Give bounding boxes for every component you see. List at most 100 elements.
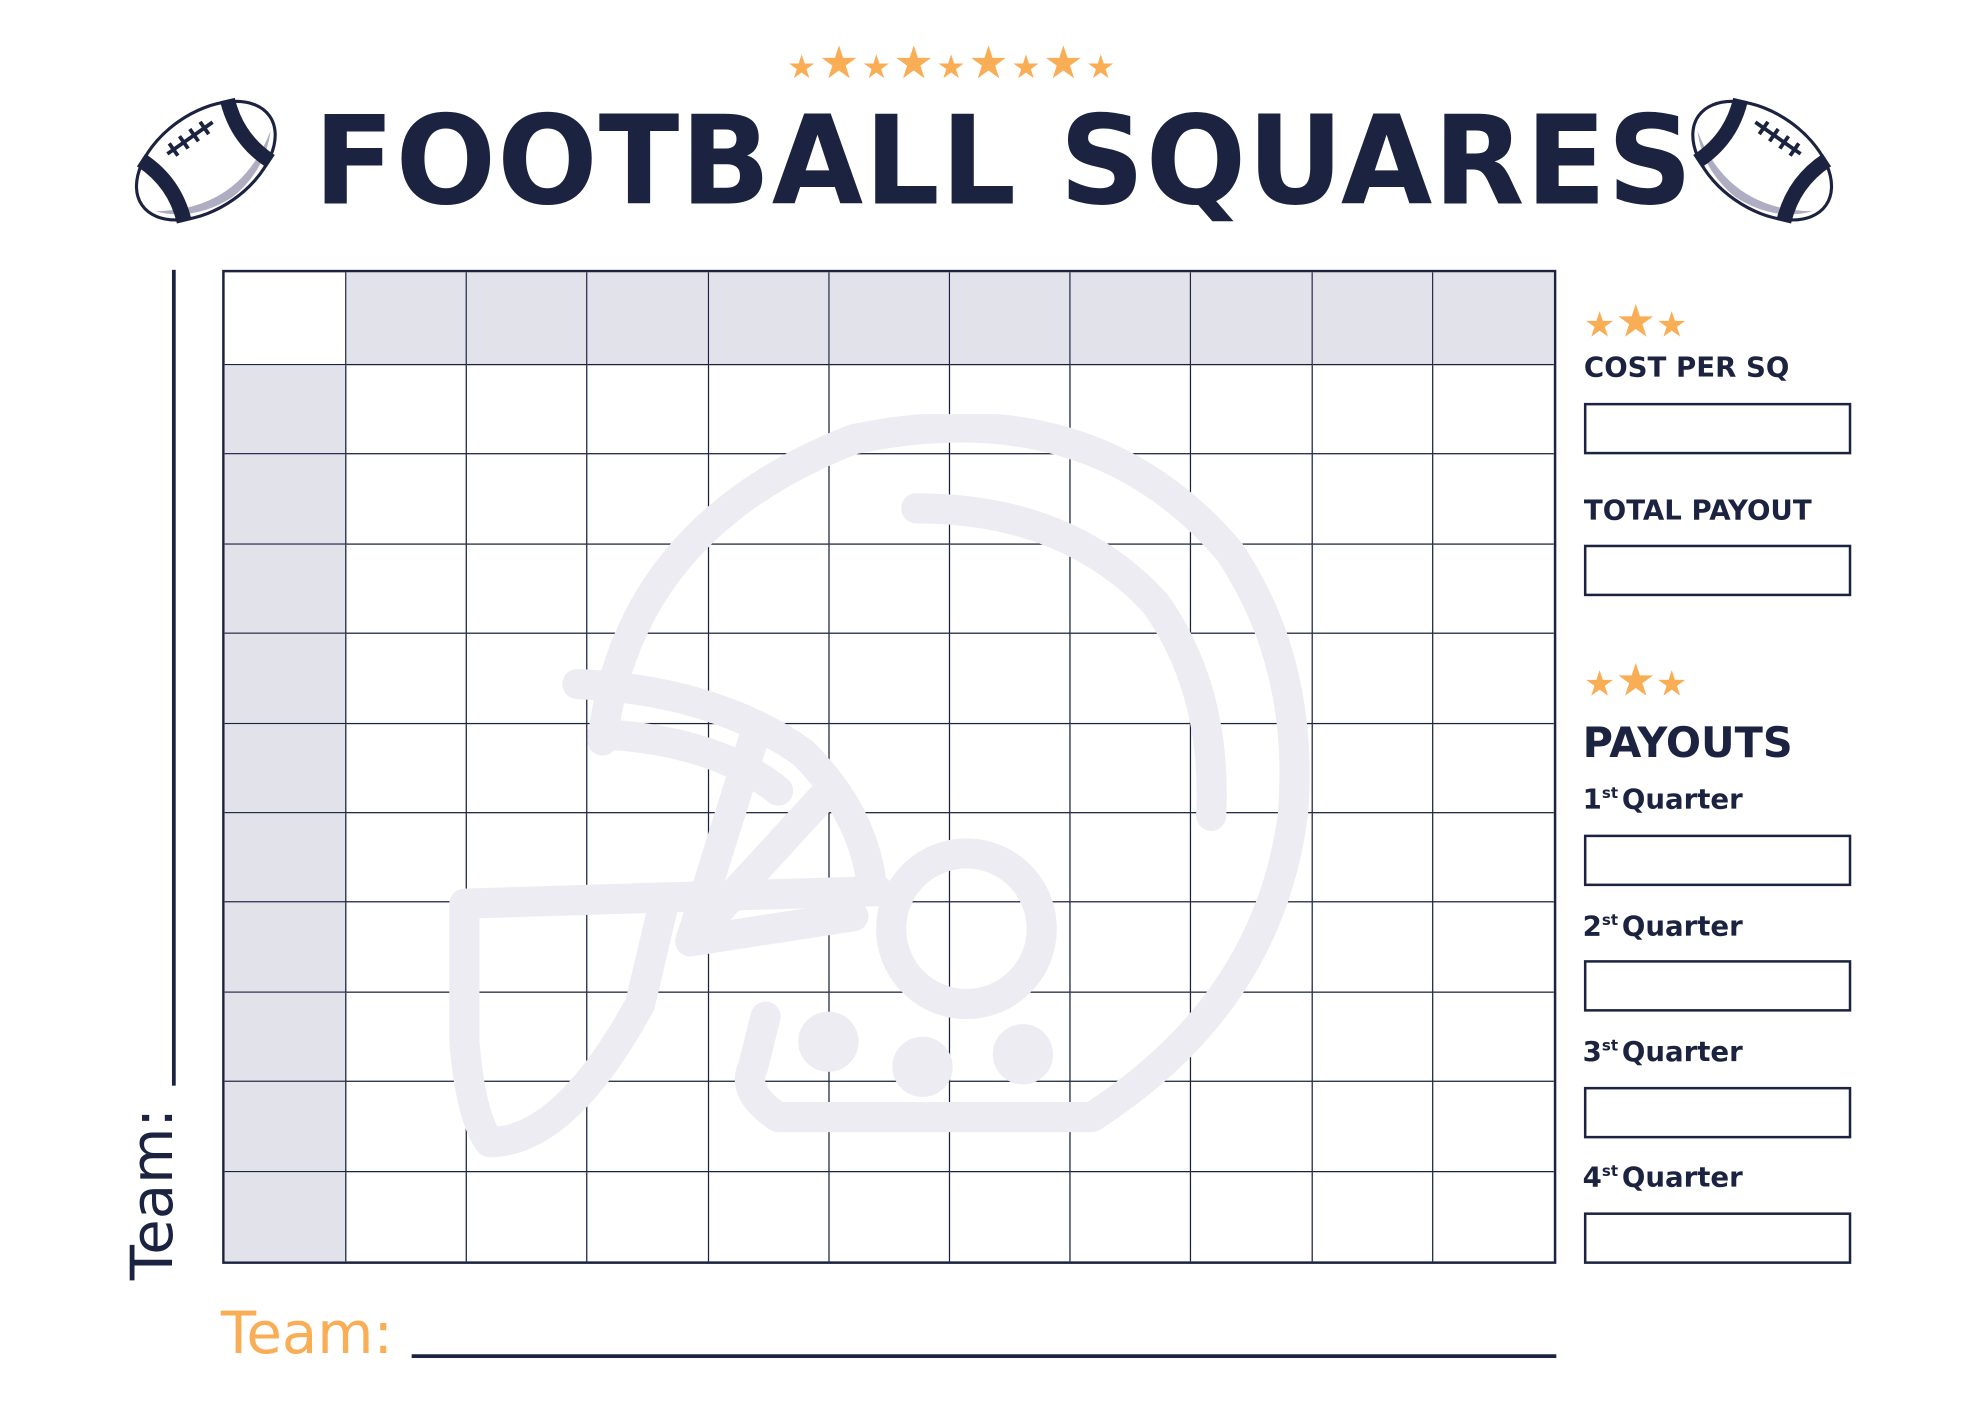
square-cell[interactable] [1070,992,1192,1083]
square-cell[interactable] [950,634,1071,724]
row-score-cell[interactable] [224,1171,347,1262]
cost-per-square-field[interactable] [1583,402,1852,455]
square-cell[interactable] [1191,992,1313,1083]
square-cell[interactable] [708,992,830,1083]
square-cell[interactable] [346,723,468,814]
square-cell[interactable] [950,723,1071,814]
row-score-cell[interactable] [224,723,347,814]
row-score-cell[interactable] [224,365,347,455]
square-cell[interactable] [587,723,709,814]
square-cell[interactable] [1312,723,1434,814]
square-cell[interactable] [1312,365,1434,455]
square-cell[interactable] [346,634,468,724]
square-cell[interactable] [588,1171,709,1262]
square-cell[interactable] [829,992,951,1083]
square-cell[interactable] [1070,365,1192,455]
square-cell[interactable] [1433,1082,1554,1172]
square-cell[interactable] [346,1171,468,1262]
square-cell[interactable] [829,634,951,724]
square-cell[interactable] [1191,634,1313,724]
row-score-cell[interactable] [224,634,347,724]
square-cell[interactable] [467,544,588,635]
row-score-cell[interactable] [224,902,347,993]
square-cell[interactable] [1312,1171,1434,1262]
square-cell[interactable] [950,365,1071,455]
square-cell[interactable] [346,813,468,903]
square-cell[interactable] [829,454,951,545]
square-cell[interactable] [1312,544,1434,635]
column-score-cell[interactable] [467,272,588,366]
square-cell[interactable] [1433,634,1554,724]
row-score-cell[interactable] [224,454,347,545]
square-cell[interactable] [1312,454,1434,545]
square-cell[interactable] [950,1082,1071,1172]
square-cell[interactable] [467,1082,588,1172]
square-cell[interactable] [1070,1082,1192,1172]
square-cell[interactable] [1312,1082,1434,1172]
column-score-cell[interactable] [1070,272,1192,366]
square-cell[interactable] [467,365,588,455]
square-cell[interactable] [587,634,709,724]
square-cell[interactable] [1312,813,1434,903]
square-cell[interactable] [587,813,709,903]
quarter-3-field[interactable] [1583,1086,1852,1139]
square-cell[interactable] [467,902,588,993]
row-score-cell[interactable] [224,1082,347,1172]
square-cell[interactable] [467,992,588,1083]
row-score-cell[interactable] [224,544,347,635]
square-cell[interactable] [1070,634,1192,724]
square-cell[interactable] [1191,1082,1313,1172]
square-cell[interactable] [950,902,1071,993]
square-cell[interactable] [708,902,830,993]
square-cell[interactable] [1312,902,1434,993]
square-cell[interactable] [709,1171,830,1262]
square-cell[interactable] [1191,902,1313,993]
square-cell[interactable] [1433,903,1554,993]
square-cell[interactable] [1191,454,1313,545]
square-cell[interactable] [708,723,830,814]
square-cell[interactable] [1312,992,1434,1083]
square-cell[interactable] [1070,544,1192,635]
square-cell[interactable] [587,1082,709,1172]
total-payout-field[interactable] [1583,544,1852,597]
column-score-cell[interactable] [346,272,468,366]
square-cell[interactable] [346,992,468,1083]
square-cell[interactable] [950,992,1071,1083]
horizontal-team-line[interactable] [411,1354,1557,1359]
column-score-cell[interactable] [1312,272,1434,366]
square-cell[interactable] [467,1171,588,1262]
square-cell[interactable] [829,365,951,455]
square-cell[interactable] [1070,723,1192,814]
square-cell[interactable] [1433,365,1554,455]
square-cell[interactable] [587,454,709,545]
square-cell[interactable] [1071,1171,1192,1262]
column-score-cell[interactable] [950,272,1071,366]
square-cell[interactable] [708,454,830,545]
square-cell[interactable] [1433,1172,1554,1262]
square-cell[interactable] [708,634,830,724]
column-score-cell[interactable] [829,272,951,366]
square-cell[interactable] [1191,723,1313,814]
square-cell[interactable] [829,544,951,635]
square-cell[interactable] [346,902,468,993]
square-cell[interactable] [1191,365,1313,455]
quarter-2-field[interactable] [1583,960,1852,1012]
square-cell[interactable] [708,813,830,903]
square-cell[interactable] [1433,544,1554,635]
square-cell[interactable] [467,454,588,545]
column-score-cell[interactable] [1433,272,1554,366]
square-cell[interactable] [587,902,709,993]
square-cell[interactable] [1192,1171,1313,1262]
square-cell[interactable] [1433,455,1554,545]
row-score-cell[interactable] [224,813,347,903]
square-cell[interactable] [467,723,588,814]
square-cell[interactable] [1191,544,1313,635]
square-cell[interactable] [587,992,709,1083]
square-cell[interactable] [346,544,468,635]
column-score-cell[interactable] [587,272,709,366]
square-cell[interactable] [829,813,951,903]
column-score-cell[interactable] [708,272,830,366]
square-cell[interactable] [467,813,588,903]
square-cell[interactable] [1433,813,1554,903]
square-cell[interactable] [346,365,468,455]
